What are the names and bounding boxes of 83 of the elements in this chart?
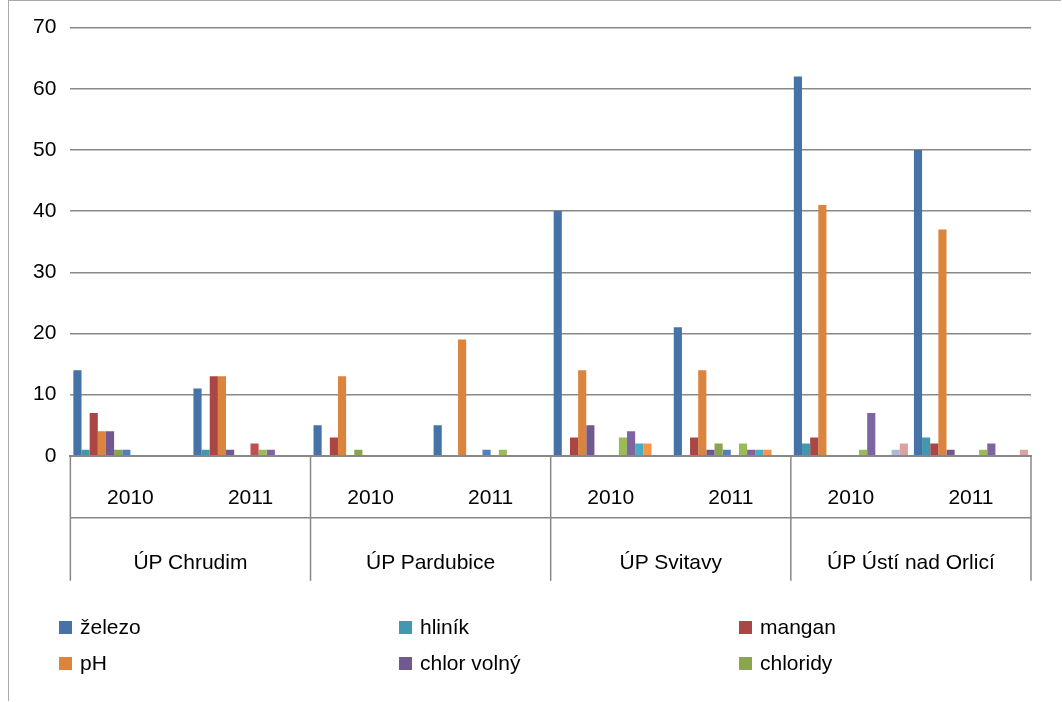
x-tick-label: 2010 bbox=[347, 485, 394, 509]
bar bbox=[810, 437, 819, 456]
x-tick-label: 2010 bbox=[107, 485, 154, 509]
bar bbox=[922, 437, 931, 456]
bar bbox=[201, 449, 210, 456]
bar bbox=[899, 443, 908, 456]
bar bbox=[1019, 449, 1028, 456]
text: ÚP Svitavy bbox=[619, 549, 723, 573]
bar bbox=[867, 412, 876, 456]
bar bbox=[81, 449, 90, 456]
legend-label: chlor volný bbox=[420, 651, 521, 675]
bar bbox=[73, 370, 82, 456]
bar bbox=[266, 449, 275, 456]
bar bbox=[635, 443, 644, 456]
bar bbox=[498, 449, 507, 456]
bar bbox=[690, 437, 699, 456]
bar bbox=[722, 449, 731, 456]
x-tick-label: 2011 bbox=[227, 485, 274, 509]
bar bbox=[553, 211, 562, 456]
bar bbox=[793, 76, 802, 456]
x-tick-label: 2011 bbox=[468, 485, 514, 509]
bar bbox=[97, 431, 106, 456]
y-tick-label: 40 bbox=[33, 197, 57, 221]
bar bbox=[979, 449, 988, 456]
bar bbox=[801, 443, 811, 456]
y-tick-label: 60 bbox=[33, 75, 57, 99]
y-tick-label: 10 bbox=[33, 381, 57, 405]
x-tick-label: 2010 bbox=[587, 485, 635, 509]
bar bbox=[706, 449, 715, 456]
bar bbox=[337, 376, 347, 456]
bar bbox=[891, 449, 900, 456]
y-tick-label: 70 bbox=[33, 14, 57, 38]
text: ÚP Chrudim bbox=[133, 549, 248, 573]
bar bbox=[673, 327, 682, 456]
legend-label: mangan bbox=[760, 615, 836, 639]
legend-label: železo bbox=[80, 615, 141, 639]
bar bbox=[586, 425, 595, 456]
x-tick-label: 2011 bbox=[708, 485, 754, 509]
bar bbox=[89, 412, 98, 456]
bar bbox=[738, 443, 748, 456]
bar bbox=[987, 443, 996, 456]
bar bbox=[258, 449, 267, 456]
y-tick-label: 20 bbox=[33, 320, 57, 344]
bar bbox=[618, 437, 628, 456]
legend-label: hliník bbox=[420, 615, 470, 639]
text: ÚP Pardubice bbox=[366, 549, 496, 573]
bar bbox=[747, 449, 756, 456]
legend-label: pH bbox=[80, 651, 107, 675]
x-tick-label: 2011 bbox=[948, 485, 994, 509]
bar bbox=[627, 431, 636, 456]
legend-label: chloridy bbox=[760, 651, 833, 675]
bar bbox=[458, 339, 467, 456]
bar bbox=[859, 449, 868, 456]
bar bbox=[569, 437, 579, 456]
bar bbox=[946, 449, 955, 456]
bar bbox=[578, 370, 587, 456]
bar bbox=[714, 443, 723, 456]
y-tick-label: 0 bbox=[44, 442, 57, 466]
bar bbox=[433, 425, 442, 456]
bar bbox=[114, 449, 123, 456]
bar bbox=[226, 449, 235, 456]
bar bbox=[105, 431, 115, 456]
y-tick-label: 50 bbox=[33, 136, 57, 160]
y-tick-label: 30 bbox=[33, 259, 57, 283]
bar bbox=[329, 437, 338, 456]
bar bbox=[209, 376, 218, 456]
x-tick-label: 2010 bbox=[827, 485, 875, 509]
bar bbox=[938, 229, 947, 456]
bar bbox=[217, 376, 227, 456]
bar bbox=[482, 449, 491, 456]
bar bbox=[818, 205, 827, 456]
bar bbox=[313, 425, 322, 456]
bar bbox=[250, 443, 259, 456]
bar bbox=[755, 449, 764, 456]
text: ÚP Ústí nad Orlicí bbox=[827, 549, 995, 573]
bar bbox=[122, 449, 131, 456]
bar bbox=[354, 449, 363, 456]
bar bbox=[763, 449, 772, 456]
bar bbox=[193, 388, 202, 456]
bar bbox=[913, 149, 923, 456]
bar bbox=[643, 443, 652, 456]
bar bbox=[930, 443, 939, 456]
bar bbox=[698, 370, 707, 456]
